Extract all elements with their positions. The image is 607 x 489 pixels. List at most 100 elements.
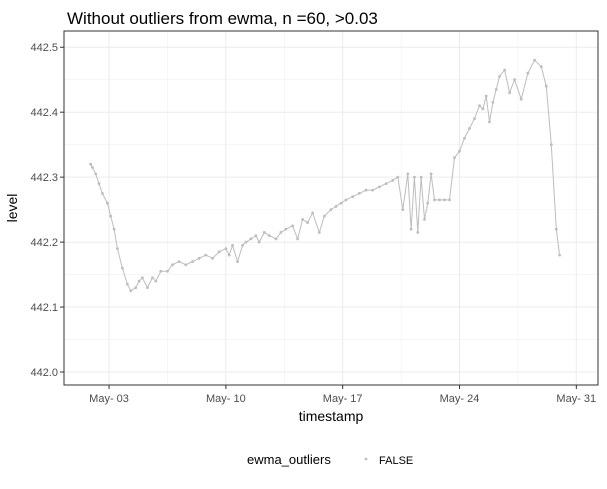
- data-point: [262, 231, 266, 234]
- data-point: [503, 68, 506, 72]
- x-tick-label: May- 17: [323, 393, 363, 405]
- data-point: [423, 218, 426, 221]
- data-point: [533, 58, 536, 62]
- data-point: [317, 231, 321, 234]
- data-point: [413, 175, 416, 179]
- data-point: [109, 214, 113, 218]
- data-point: [204, 253, 208, 257]
- data-point: [416, 231, 420, 234]
- data-point: [191, 260, 194, 263]
- data-point: [137, 279, 141, 283]
- data-point: [257, 240, 261, 244]
- data-point: [197, 256, 201, 260]
- data-point: [227, 253, 231, 257]
- data-point: [364, 188, 368, 192]
- data-point: [296, 237, 299, 241]
- data-point: [494, 88, 498, 91]
- data-point: [126, 282, 129, 286]
- data-point: [101, 192, 104, 195]
- data-point: [513, 78, 516, 82]
- data-point: [406, 172, 410, 176]
- data-point: [322, 214, 326, 218]
- data-point: [401, 208, 405, 212]
- data-point: [146, 286, 149, 289]
- plot-border: [63, 30, 599, 386]
- data-point: [279, 231, 283, 234]
- data-point: [166, 269, 169, 273]
- data-point: [498, 75, 501, 78]
- data-point: [97, 182, 101, 186]
- data-point: [554, 227, 558, 231]
- data-point: [241, 243, 245, 247]
- data-point: [89, 162, 93, 166]
- data-point: [116, 247, 119, 251]
- data-point: [211, 256, 214, 260]
- data-point: [558, 253, 561, 257]
- data-point: [508, 91, 511, 95]
- data-point: [433, 198, 436, 202]
- y-tick-label: 442.1: [30, 302, 58, 314]
- data-point: [129, 289, 133, 293]
- series-layer: [89, 58, 561, 293]
- x-tick-label: May- 24: [440, 393, 480, 405]
- data-point: [274, 237, 278, 241]
- x-tick-label: May- 03: [89, 393, 129, 405]
- y-axis-label: level: [4, 194, 20, 223]
- y-tick-label: 442.2: [30, 237, 58, 249]
- data-point: [224, 247, 228, 251]
- data-point: [458, 149, 461, 153]
- y-tick-label: 442.4: [30, 107, 58, 119]
- data-point: [184, 263, 188, 267]
- data-point: [154, 279, 158, 283]
- data-point: [236, 260, 240, 263]
- y-tick-label: 442.0: [30, 367, 58, 379]
- data-point: [171, 263, 174, 267]
- legend-entry-false: FALSE: [379, 455, 413, 467]
- data-point: [351, 195, 355, 199]
- data-point: [306, 221, 309, 225]
- x-axis: May- 03 May- 10 May- 17 May- 24 May- 31: [89, 385, 596, 405]
- data-point: [244, 240, 248, 244]
- data-point: [254, 234, 258, 238]
- data-point: [311, 211, 314, 215]
- data-point: [334, 205, 338, 208]
- data-point: [396, 175, 400, 179]
- data-point: [106, 201, 109, 205]
- data-point: [249, 237, 253, 241]
- data-point: [463, 136, 466, 140]
- data-point: [549, 143, 553, 147]
- data-point: [291, 224, 294, 228]
- data-point: [519, 97, 523, 101]
- data-point: [488, 120, 491, 124]
- data-point: [409, 227, 413, 231]
- data-point: [429, 172, 433, 176]
- data-point: [339, 201, 343, 205]
- data-point: [453, 156, 456, 160]
- data-point: [443, 198, 446, 202]
- data-point: [217, 250, 221, 254]
- data-point: [134, 286, 138, 289]
- data-point: [284, 227, 288, 231]
- data-point: [426, 201, 430, 205]
- x-axis-label: timestamp: [299, 408, 364, 424]
- major-gridlines: [64, 31, 598, 385]
- legend-key-marker: [364, 457, 368, 461]
- data-point: [438, 198, 441, 202]
- data-point: [231, 243, 234, 247]
- data-point: [526, 71, 530, 75]
- data-point: [329, 208, 333, 212]
- y-tick-label: 442.3: [30, 172, 58, 184]
- data-point: [301, 218, 304, 221]
- data-point: [491, 101, 495, 104]
- data-point: [391, 179, 395, 182]
- chart-title: Without outliers from ewma, n =60, >0.03: [67, 9, 378, 28]
- data-point: [267, 234, 271, 238]
- data-point: [378, 185, 381, 189]
- data-point: [358, 192, 361, 195]
- data-point: [473, 117, 476, 121]
- data-point: [91, 166, 94, 169]
- x-tick-label: May- 10: [206, 393, 246, 405]
- data-point: [94, 172, 98, 176]
- data-point: [151, 276, 154, 280]
